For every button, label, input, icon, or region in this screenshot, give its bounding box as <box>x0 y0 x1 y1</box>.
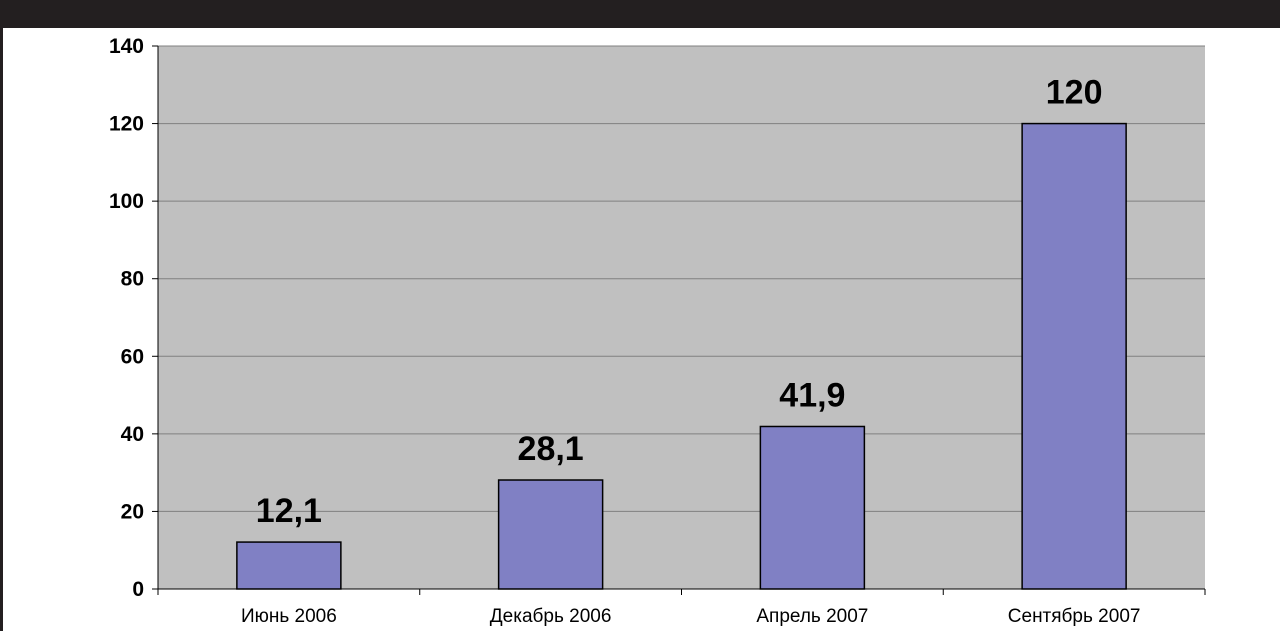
x-category-label: Сентябрь 2007 <box>1008 606 1141 627</box>
data-label: 28,1 <box>518 430 584 468</box>
y-tick-label: 20 <box>121 500 144 523</box>
y-tick-label: 0 <box>132 578 144 601</box>
x-category-label: Июнь 2006 <box>241 606 337 627</box>
data-label: 120 <box>1046 74 1103 112</box>
bars <box>236 122 1127 590</box>
x-category-label: Декабрь 2006 <box>490 606 612 627</box>
data-label: 41,9 <box>779 376 845 414</box>
y-tick-label: 60 <box>121 345 144 368</box>
data-label: 12,1 <box>256 492 322 530</box>
y-tick-label: 40 <box>121 423 144 446</box>
y-tick-label: 80 <box>121 268 144 291</box>
y-tick-label: 140 <box>109 35 144 58</box>
bar <box>1021 122 1127 590</box>
left-frame-rule <box>0 28 3 631</box>
x-category-label: Апрель 2007 <box>756 606 868 627</box>
y-tick-label: 120 <box>109 113 144 136</box>
bar <box>497 479 604 590</box>
y-tick-label: 100 <box>109 190 144 213</box>
bar <box>759 425 866 590</box>
labels: 0 20 40 60 80 100 120 140 12,1 Июнь 2006 28,1 Декаб… <box>109 35 1141 627</box>
top-frame-bar <box>0 0 1280 28</box>
bar <box>236 541 342 590</box>
